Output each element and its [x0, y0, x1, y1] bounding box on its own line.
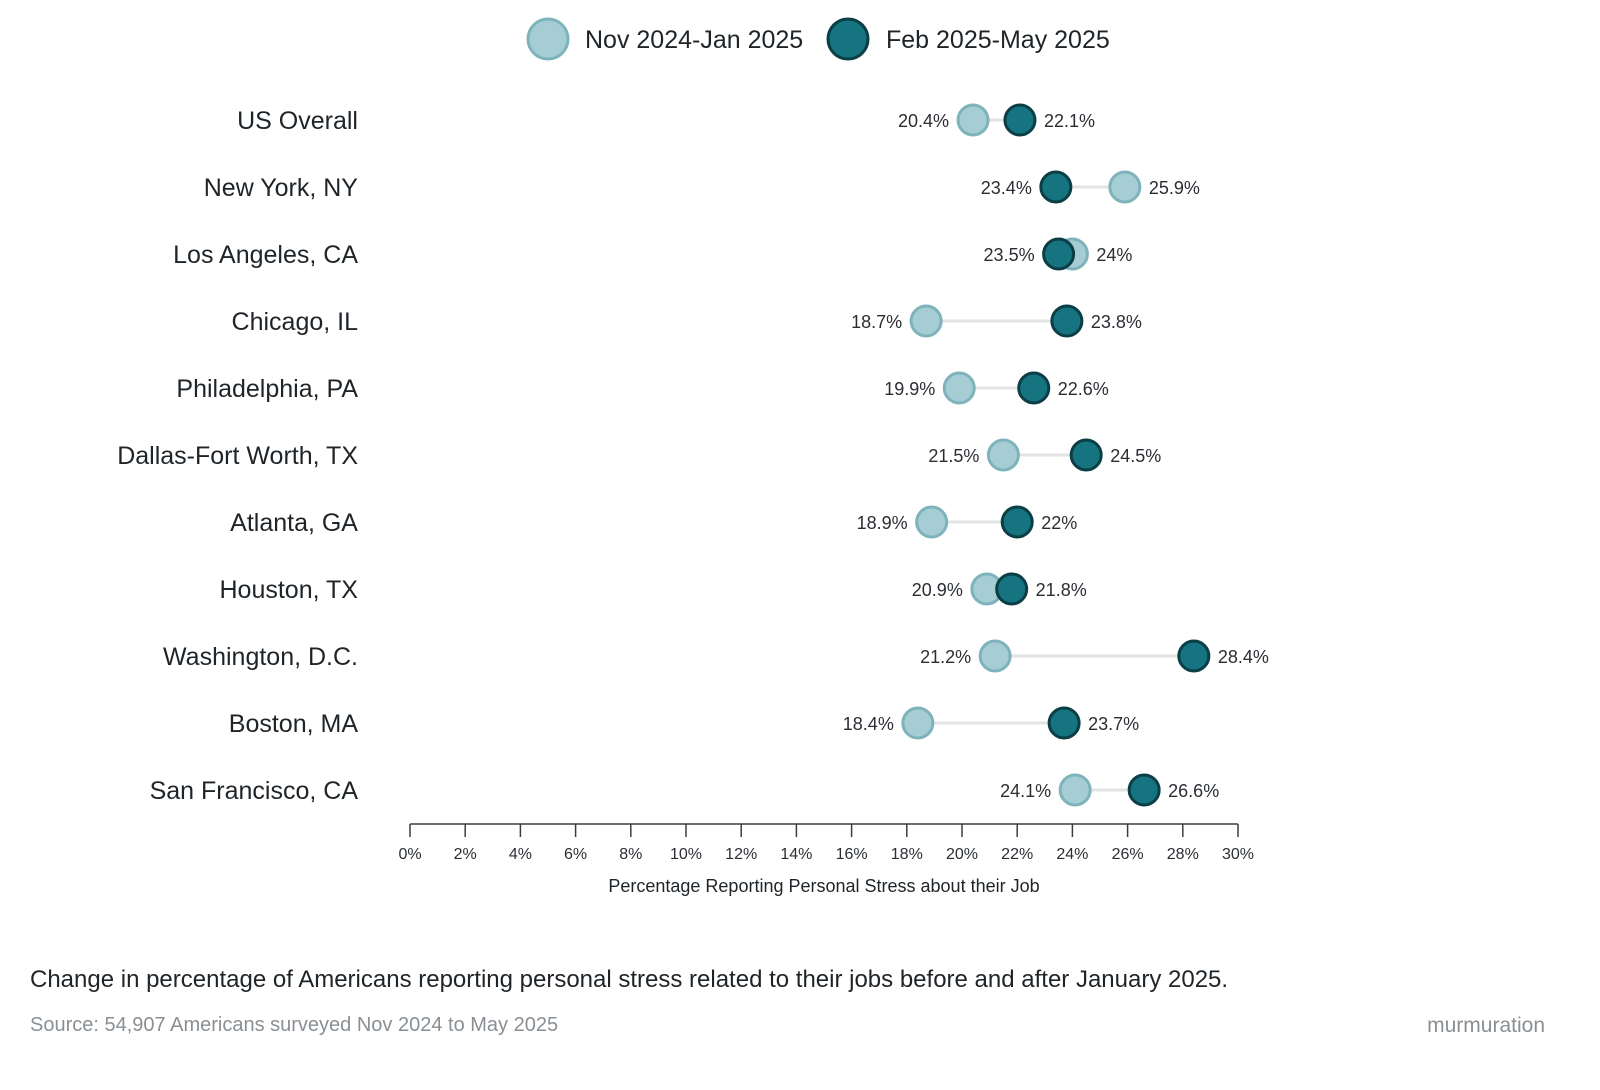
value-label-left: 24.1% — [1000, 781, 1051, 801]
value-label-left: 20.4% — [898, 111, 949, 131]
value-label-right: 25.9% — [1149, 178, 1200, 198]
x-tick-label: 12% — [725, 846, 757, 863]
value-label-right: 22% — [1041, 513, 1077, 533]
x-tick-label: 10% — [670, 846, 702, 863]
chart-row: Chicago, IL 18.7% 23.8% — [232, 304, 1142, 338]
value-label-right: 28.4% — [1218, 647, 1269, 667]
point-nov-jan — [978, 639, 1012, 673]
x-tick-label: 14% — [780, 846, 812, 863]
chart-row: Dallas-Fort Worth, TX 21.5% 24.5% — [117, 438, 1161, 472]
value-label-right: 21.8% — [1036, 580, 1087, 600]
point-feb-may — [1000, 505, 1034, 539]
value-label-left: 21.2% — [920, 647, 971, 667]
chart-row: Atlanta, GA 18.9% 22% — [230, 505, 1077, 539]
point-nov-jan — [942, 371, 976, 405]
brand-wordmark: murmuration — [1427, 1014, 1545, 1037]
x-tick-label: 18% — [891, 846, 923, 863]
x-tick-label: 6% — [564, 846, 587, 863]
value-label-left: 20.9% — [912, 580, 963, 600]
x-tick-label: 2% — [454, 846, 477, 863]
x-axis-title: Percentage Reporting Personal Stress abo… — [608, 876, 1039, 896]
point-nov-jan — [901, 706, 935, 740]
x-tick-label: 22% — [1001, 846, 1033, 863]
category-label: Washington, D.C. — [163, 643, 358, 671]
legend-swatch-nov-jan — [526, 17, 570, 61]
value-label-left: 18.7% — [851, 312, 902, 332]
chart-row: Boston, MA 18.4% 23.7% — [229, 706, 1139, 740]
x-tick-label: 28% — [1167, 846, 1199, 863]
value-label-right: 23.8% — [1091, 312, 1142, 332]
legend-label-nov-jan: Nov 2024-Jan 2025 — [585, 26, 803, 54]
chart-rows: US Overall 20.4% 22.1% New York, NY 23.4% 25.… — [117, 103, 1269, 807]
x-tick-label: 24% — [1056, 846, 1088, 863]
value-label-right: 23.7% — [1088, 714, 1139, 734]
x-tick-label: 20% — [946, 846, 978, 863]
value-label-left: 21.5% — [928, 446, 979, 466]
point-feb-may — [1050, 304, 1084, 338]
source-note: Source: 54,907 Americans surveyed Nov 20… — [30, 1014, 559, 1036]
point-feb-may — [1042, 237, 1076, 271]
x-tick-label: 4% — [509, 846, 532, 863]
x-axis: 0% 2% 4% 6% 8% 10% 12% 14% 16% 18% 20% 22% 24% 26% 28%… — [398, 823, 1254, 896]
value-label-right: 24% — [1096, 245, 1132, 265]
point-feb-may — [1177, 639, 1211, 673]
category-label: San Francisco, CA — [150, 777, 359, 805]
category-label: New York, NY — [204, 174, 359, 202]
x-tick-label: 30% — [1222, 846, 1254, 863]
category-label: Chicago, IL — [232, 308, 359, 336]
chart-row: New York, NY 23.4% 25.9% — [204, 170, 1200, 204]
chart-row: Philadelphia, PA 19.9% 22.6% — [176, 371, 1109, 405]
category-label: Atlanta, GA — [230, 509, 358, 537]
legend-label-feb-may: Feb 2025-May 2025 — [886, 26, 1110, 54]
category-label: Dallas-Fort Worth, TX — [117, 442, 358, 470]
point-feb-may — [1039, 170, 1073, 204]
value-label-left: 19.9% — [884, 379, 935, 399]
category-label: Philadelphia, PA — [176, 375, 358, 403]
point-nov-jan — [1108, 170, 1142, 204]
category-label: Los Angeles, CA — [173, 241, 358, 269]
value-label-right: 26.6% — [1168, 781, 1219, 801]
value-label-left: 18.9% — [857, 513, 908, 533]
value-label-left: 23.4% — [981, 178, 1032, 198]
value-label-left: 23.5% — [984, 245, 1035, 265]
value-label-right: 22.6% — [1058, 379, 1109, 399]
dumbbell-chart: Nov 2024-Jan 2025 Feb 2025-May 2025 US Ov… — [117, 17, 1269, 896]
point-feb-may — [995, 572, 1029, 606]
category-label: Boston, MA — [229, 710, 359, 738]
point-nov-jan — [909, 304, 943, 338]
point-nov-jan — [986, 438, 1020, 472]
value-label-left: 18.4% — [843, 714, 894, 734]
chart-caption: Change in percentage of Americans report… — [30, 966, 1229, 993]
legend: Nov 2024-Jan 2025 Feb 2025-May 2025 — [526, 17, 1110, 61]
x-tick-label: 0% — [398, 846, 421, 863]
x-tick-label: 26% — [1112, 846, 1144, 863]
point-feb-may — [1127, 773, 1161, 807]
category-label: Houston, TX — [219, 576, 358, 604]
point-feb-may — [1047, 706, 1081, 740]
point-nov-jan — [915, 505, 949, 539]
point-feb-may — [1069, 438, 1103, 472]
category-label: US Overall — [237, 107, 358, 135]
value-label-right: 22.1% — [1044, 111, 1095, 131]
legend-swatch-feb-may — [826, 17, 870, 61]
x-tick-label: 8% — [619, 846, 642, 863]
point-nov-jan — [956, 103, 990, 137]
chart-row: US Overall 20.4% 22.1% — [237, 103, 1095, 137]
chart-row: Washington, D.C. 21.2% 28.4% — [163, 639, 1269, 673]
point-nov-jan — [1058, 773, 1092, 807]
point-feb-may — [1017, 371, 1051, 405]
value-label-right: 24.5% — [1110, 446, 1161, 466]
x-tick-label: 16% — [836, 846, 868, 863]
chart-row: Los Angeles, CA 23.5% 24% — [173, 237, 1132, 271]
chart-row: Houston, TX 20.9% 21.8% — [219, 572, 1087, 606]
chart-row: San Francisco, CA 24.1% 26.6% — [150, 773, 1219, 807]
point-feb-may — [1003, 103, 1037, 137]
